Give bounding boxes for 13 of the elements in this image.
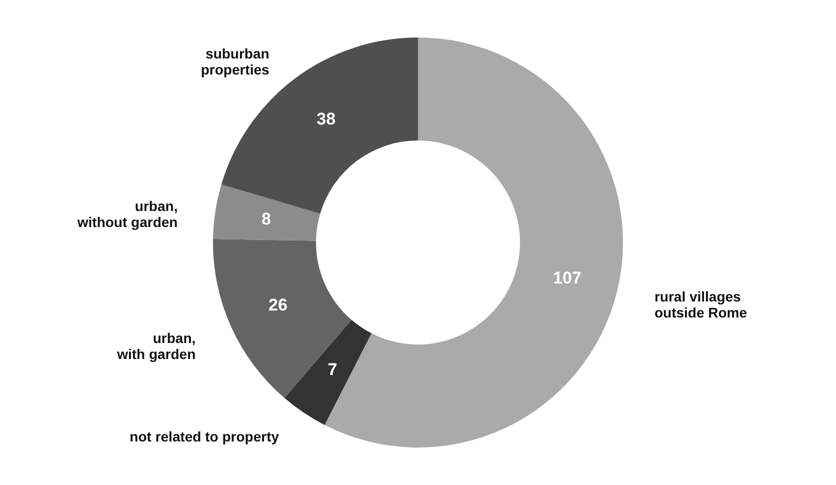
slice-label: rural villages outside Rome — [654, 288, 748, 321]
slice-label: suburban properties — [200, 45, 270, 78]
data-label: 8 — [262, 209, 272, 228]
data-label: 107 — [553, 268, 582, 288]
data-label: 7 — [328, 360, 338, 379]
slice-label: urban, without garden — [76, 198, 178, 230]
slice-label: not related to property — [130, 428, 280, 445]
donut-slice — [213, 239, 352, 398]
slice-label: urban, with garden — [116, 330, 196, 362]
data-label: 38 — [316, 110, 336, 129]
data-label: 26 — [268, 295, 288, 314]
donut-slice — [284, 320, 372, 425]
donut-slice — [213, 184, 320, 241]
